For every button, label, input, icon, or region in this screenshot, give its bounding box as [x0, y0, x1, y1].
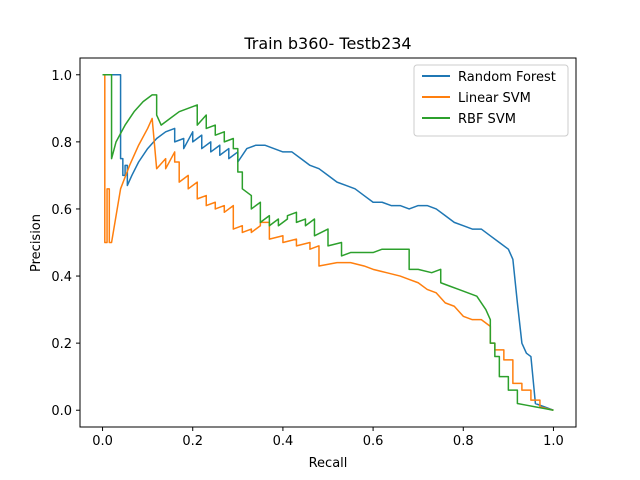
legend-label-2: RBF SVM: [458, 112, 516, 127]
x-tick-label: 0.0: [92, 434, 113, 449]
y-tick-label: 0.8: [51, 136, 72, 151]
axes-frame: [79, 57, 577, 428]
y-tick-label: 0.4: [51, 270, 72, 285]
legend-label-1: Linear SVM: [458, 91, 531, 106]
y-tick-label: 0.0: [51, 404, 72, 419]
legend-label-0: Random Forest: [458, 70, 556, 85]
y-axis-label: Precision: [29, 214, 44, 272]
x-axis-label: Recall: [309, 456, 348, 471]
x-tick-label: 1.0: [543, 434, 564, 449]
plot-lines: [102, 74, 554, 411]
series-line-0: [102, 74, 554, 411]
ticks: 0.0 0.2 0.4 0.6 0.8 1.0 0.0 0.2 0.4 0.6 0.8 1.0: [51, 69, 563, 449]
y-tick-label: 0.2: [51, 337, 72, 352]
y-tick-label: 0.6: [51, 203, 72, 218]
chart-title: Train b360- Testb234: [243, 34, 411, 53]
legend: Random Forest Linear SVM RBF SVM: [413, 64, 569, 137]
legend-box: [413, 64, 569, 137]
x-tick-label: 0.8: [453, 434, 474, 449]
x-tick-label: 0.2: [182, 434, 203, 449]
x-tick-label: 0.6: [363, 434, 384, 449]
series-line-2: [102, 74, 554, 411]
y-tick-label: 1.0: [51, 69, 72, 84]
x-tick-label: 0.4: [273, 434, 294, 449]
